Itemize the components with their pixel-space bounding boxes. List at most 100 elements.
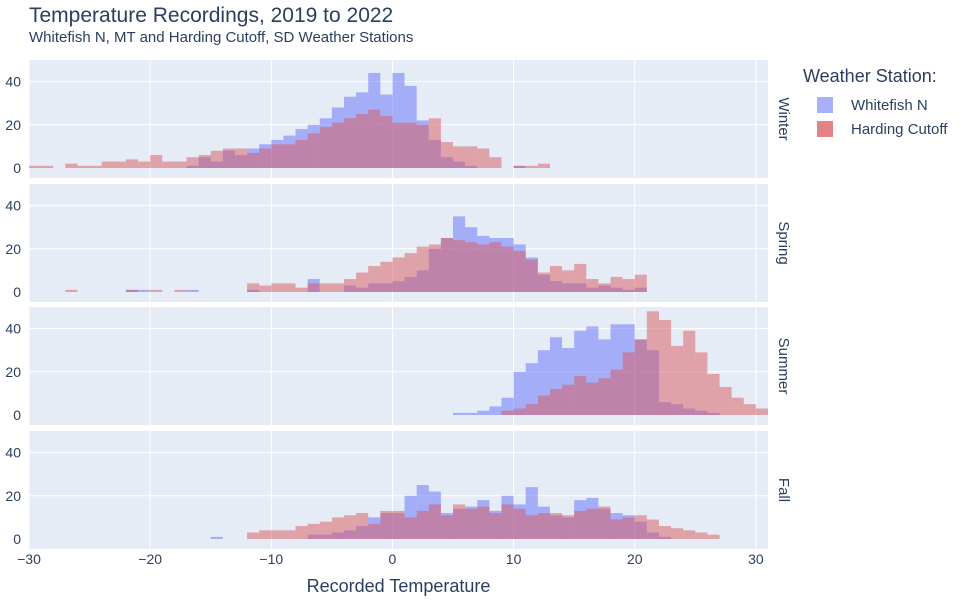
histogram-bar <box>610 369 623 415</box>
histogram-bar <box>477 148 490 168</box>
histogram-bar <box>174 289 187 292</box>
histogram-bar <box>465 508 478 539</box>
y-tick-label: 20 <box>5 488 21 504</box>
histogram-bar <box>610 519 623 539</box>
histogram-bar <box>210 536 223 539</box>
histogram-bar <box>513 250 526 292</box>
x-tick-label: −10 <box>259 551 283 567</box>
histogram-bar <box>549 513 563 539</box>
histogram-bar <box>707 373 720 415</box>
histogram-bar <box>125 159 139 168</box>
histogram-bar <box>634 274 647 292</box>
histogram-bar <box>683 330 696 415</box>
histogram-bar <box>622 517 635 539</box>
facet-label-summer: Summer <box>775 338 792 395</box>
histogram-bar <box>440 515 454 539</box>
histogram-bar <box>525 165 538 168</box>
histogram-bar <box>453 412 466 415</box>
histogram-bar <box>380 261 393 292</box>
x-tick-label: −20 <box>138 551 162 567</box>
histogram-bar <box>113 161 126 168</box>
histogram-bar <box>41 165 54 168</box>
histogram-bar <box>343 515 357 539</box>
x-tick-label: 10 <box>506 551 522 567</box>
x-tick-label: 0 <box>389 551 397 567</box>
histogram-bar <box>271 144 284 168</box>
y-tick-label: 20 <box>5 117 21 133</box>
legend-item-whitefish[interactable]: Whitefish N <box>817 93 947 117</box>
histogram-bar <box>307 523 320 539</box>
facet-label-fall: Fall <box>775 478 792 502</box>
y-tick-label: 0 <box>13 284 21 300</box>
histogram-bar <box>247 532 260 539</box>
histogram-bar <box>392 510 405 539</box>
histogram-bar <box>368 109 381 168</box>
histogram-bar <box>77 165 90 168</box>
facet-label-spring: Spring <box>775 221 792 264</box>
histogram-bar <box>477 410 490 415</box>
histogram-bar <box>453 146 466 168</box>
legend-label-harding: Harding Cutoff <box>851 120 948 138</box>
histogram-bar <box>65 289 78 292</box>
histogram-bar <box>259 285 272 292</box>
facet-winter: 0 20 40 Winter <box>5 60 792 178</box>
histogram-bar <box>404 517 417 539</box>
histogram-bar <box>537 395 550 415</box>
histogram-bar <box>271 283 284 292</box>
histogram-bar <box>453 504 466 539</box>
histogram-bar <box>295 139 308 168</box>
histogram-bar <box>404 253 417 292</box>
histogram-bar <box>416 124 429 168</box>
histogram-bar <box>259 530 272 539</box>
histogram-bar <box>513 508 526 539</box>
histogram-bar <box>658 526 672 539</box>
histogram-bar <box>356 272 369 292</box>
histogram-bar <box>404 122 417 168</box>
histogram-bar <box>562 384 575 415</box>
histogram-bar <box>247 283 260 292</box>
histogram-bar <box>574 263 587 292</box>
histogram-bar <box>319 283 332 292</box>
histogram-bar <box>392 122 405 168</box>
histogram-bar <box>210 150 223 168</box>
histogram-bar <box>634 515 647 539</box>
histogram-bar <box>186 289 199 292</box>
histogram-bar <box>525 363 538 415</box>
histogram-bar <box>489 157 502 168</box>
histogram-bar <box>29 165 42 168</box>
histogram-bar <box>295 287 308 292</box>
legend-swatch-harding <box>817 121 833 137</box>
histogram-bar <box>283 283 296 292</box>
histogram-bar <box>380 116 393 168</box>
histogram-bar <box>343 118 357 168</box>
histogram-bar <box>428 118 441 168</box>
histogram-bar <box>477 506 490 539</box>
histogram-bar <box>416 246 429 292</box>
y-tick-label: 40 <box>5 321 21 337</box>
histogram-bar <box>731 397 744 415</box>
histogram-bar <box>259 148 272 168</box>
legend-title: Weather Station: <box>803 66 937 86</box>
histogram-bar <box>489 242 502 292</box>
histogram-bar <box>331 517 344 539</box>
histogram-bar <box>283 144 296 168</box>
legend: Weather Station: Whitefish N Harding Cut… <box>803 66 947 141</box>
y-tick-label: 20 <box>5 364 21 380</box>
histogram-bar <box>537 272 550 292</box>
histogram-bar <box>525 515 538 539</box>
histogram-bar <box>234 148 248 168</box>
histogram-bar <box>428 504 441 539</box>
histogram-bar <box>586 279 599 292</box>
histogram-bar <box>646 519 659 539</box>
histogram-bar <box>174 161 187 168</box>
histogram-bar <box>380 510 393 539</box>
histogram-bar <box>743 404 756 415</box>
y-tick-label: 0 <box>13 407 21 423</box>
histogram-bar <box>719 386 732 415</box>
histogram-bar <box>440 142 454 168</box>
legend-item-harding[interactable]: Harding Cutoff <box>817 117 947 141</box>
histogram-bar <box>368 523 381 539</box>
histogram-bar <box>283 530 296 539</box>
histogram-bar <box>331 122 344 168</box>
